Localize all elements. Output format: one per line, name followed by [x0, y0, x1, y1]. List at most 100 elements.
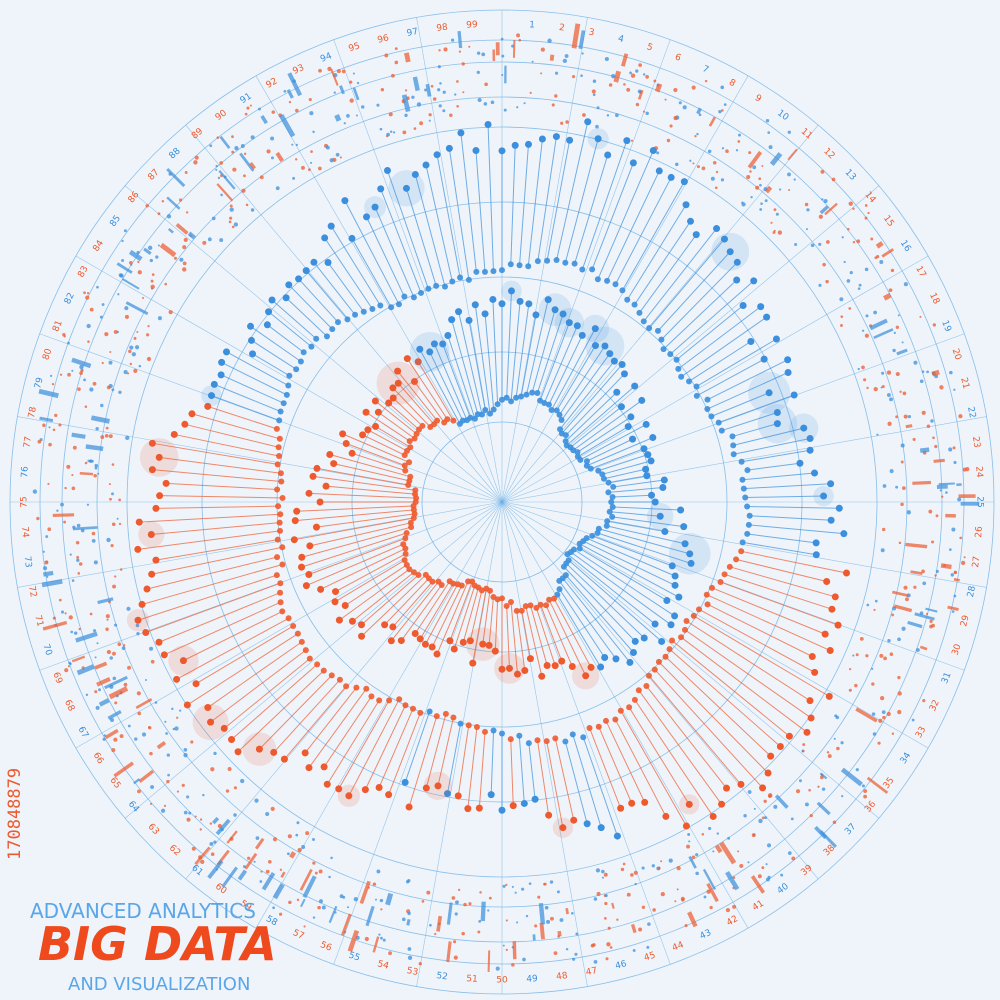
spike	[546, 140, 571, 261]
dot	[157, 316, 162, 321]
spike-head	[364, 426, 372, 434]
ring-label: 27	[971, 556, 982, 569]
dot	[127, 372, 130, 375]
spike-base	[328, 672, 335, 679]
bar-tick	[87, 459, 94, 463]
spoke	[501, 501, 749, 929]
dot	[145, 204, 149, 208]
spike	[568, 559, 662, 642]
bar-tick	[816, 801, 831, 816]
spike	[580, 423, 647, 461]
spike-head	[309, 472, 317, 480]
dot	[109, 656, 113, 660]
spike-head	[359, 431, 367, 439]
spike	[696, 358, 765, 397]
dot	[71, 369, 74, 372]
spike	[747, 506, 840, 509]
spike-head	[840, 530, 848, 538]
spike-base	[286, 372, 293, 379]
dot	[407, 955, 413, 960]
dot	[68, 661, 72, 665]
spike-head	[772, 335, 780, 343]
spike-head	[800, 424, 808, 432]
dot	[932, 436, 935, 440]
spike-head	[551, 306, 559, 314]
spike-base	[396, 696, 403, 703]
spike-base	[360, 308, 367, 315]
spike	[252, 353, 290, 377]
spike-head	[416, 345, 424, 353]
dot	[109, 497, 112, 501]
dot	[710, 176, 715, 181]
spike-base	[276, 417, 283, 424]
spike-head	[505, 664, 513, 672]
spike	[530, 605, 548, 666]
dot	[54, 413, 58, 418]
bar-tick	[401, 94, 411, 113]
spike-head	[511, 141, 519, 149]
spike	[579, 548, 668, 601]
spike-base	[609, 494, 616, 501]
bar-tick	[487, 950, 491, 973]
spike	[294, 517, 414, 541]
dot	[770, 221, 773, 224]
bar-tick	[121, 277, 140, 290]
dot	[352, 72, 355, 75]
spike-head	[828, 605, 836, 613]
spike-head	[820, 492, 828, 500]
spike	[375, 426, 411, 448]
dot	[959, 536, 963, 540]
spike-head	[428, 643, 436, 651]
bar-tick	[893, 604, 913, 613]
dot	[922, 581, 927, 586]
spike-head	[218, 358, 226, 366]
spoke	[501, 333, 965, 503]
spoke	[501, 501, 819, 880]
dot	[761, 164, 764, 167]
spike	[510, 739, 514, 806]
spike	[210, 649, 307, 723]
dot	[76, 523, 81, 528]
dot	[295, 158, 298, 161]
dot	[897, 709, 902, 715]
dot	[848, 307, 852, 310]
ring-label: 53	[406, 966, 419, 978]
dot	[380, 908, 383, 911]
spike-base	[503, 602, 510, 609]
dot	[676, 866, 681, 871]
ring-label: 24	[973, 466, 984, 478]
dot	[141, 732, 147, 737]
spike-head	[675, 593, 683, 601]
spike	[663, 279, 738, 350]
spike-head	[649, 147, 657, 155]
spike-head	[640, 445, 648, 453]
spike	[614, 719, 667, 817]
dot	[46, 575, 49, 578]
bar-tick	[747, 150, 763, 169]
spike-base	[605, 479, 612, 486]
spike-base	[655, 658, 662, 665]
bar-tick	[71, 655, 86, 663]
spike-base	[426, 708, 433, 715]
spike-head	[374, 408, 382, 416]
spike-head	[459, 638, 467, 646]
dot	[309, 161, 313, 165]
spike	[137, 574, 278, 621]
spike-base	[446, 578, 453, 585]
spike-base	[715, 419, 722, 426]
spike	[684, 629, 812, 719]
spike	[718, 394, 795, 424]
spike-head	[552, 133, 560, 141]
spike	[335, 553, 406, 593]
ring-label: 21	[958, 376, 971, 390]
dot	[696, 132, 699, 136]
spike-base	[662, 653, 669, 660]
spike	[574, 154, 609, 264]
dot	[863, 789, 868, 794]
dot	[131, 352, 136, 357]
spike	[680, 636, 808, 733]
dot	[871, 667, 874, 670]
spike-head	[421, 640, 429, 648]
spike	[589, 727, 622, 809]
dot	[173, 256, 178, 260]
